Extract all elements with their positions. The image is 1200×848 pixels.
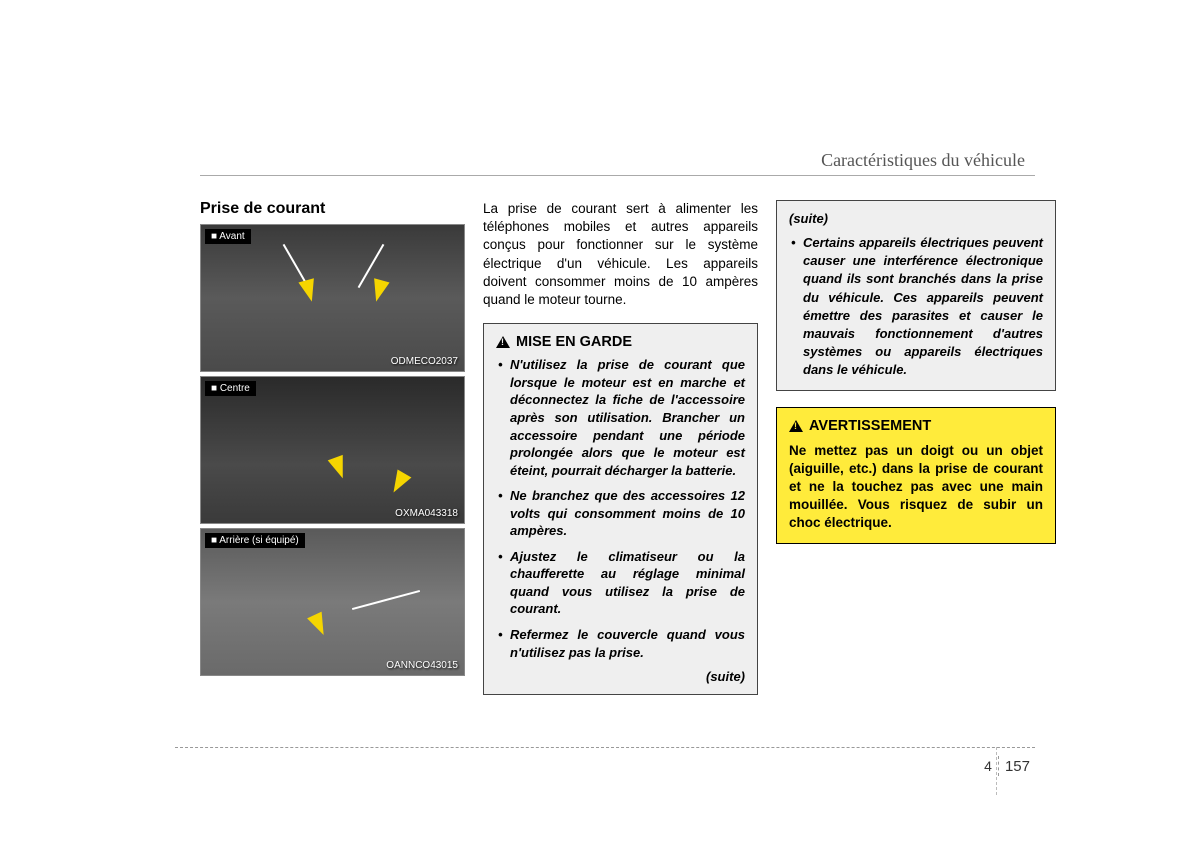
figure-rear-outlet: ■ Arrière (si équipé) OANNCO43015	[200, 528, 465, 676]
continued-label: (suite)	[496, 669, 745, 684]
chapter-number: 4	[984, 758, 992, 774]
figure-center-outlet: ■ Centre OXMA043318	[200, 376, 465, 524]
caution-item: Refermez le couvercle quand vous n'utili…	[496, 626, 745, 661]
figure-label: ■ Arrière (si équipé)	[205, 533, 305, 548]
caution-box: MISE EN GARDE N'utilisez la prise de cou…	[483, 323, 758, 695]
caution-item: Ne branchez que des accessoires 12 volts…	[496, 487, 745, 540]
caution-item: N'utilisez la prise de courant que lorsq…	[496, 356, 745, 479]
content-columns: Prise de courant ■ Avant ODMECO2037 ■ Ce…	[200, 200, 1045, 695]
footer-divider	[175, 747, 1035, 748]
caution-title: MISE EN GARDE	[496, 334, 745, 350]
callout-line	[352, 590, 420, 610]
arrow-icon	[298, 278, 319, 303]
figure-label: ■ Avant	[205, 229, 251, 244]
arrow-icon	[387, 469, 412, 496]
page-divider	[998, 756, 999, 776]
intro-text: La prise de courant sert à alimenter les…	[483, 200, 758, 309]
arrow-icon	[307, 612, 331, 639]
caution-item: Ajustez le climatiseur ou la chaufferett…	[496, 548, 745, 618]
caution-list: N'utilisez la prise de courant que lorsq…	[496, 356, 745, 661]
figure-code: ODMECO2037	[391, 356, 458, 367]
page-number-value: 157	[1005, 758, 1030, 775]
warning-triangle-icon	[789, 420, 803, 432]
warning-text: Ne mettez pas un doigt ou un objet (aigu…	[789, 442, 1043, 533]
warning-title-text: AVERTISSEMENT	[809, 418, 931, 434]
arrow-icon	[328, 455, 351, 481]
warning-title: AVERTISSEMENT	[789, 418, 1043, 434]
middle-column: La prise de courant sert à alimenter les…	[483, 200, 758, 695]
figure-label: ■ Centre	[205, 381, 256, 396]
continued-label: (suite)	[789, 211, 1043, 226]
continuation-box: (suite) Certains appareils électriques p…	[776, 200, 1056, 391]
continuation-item: Certains appareils électriques peuvent c…	[789, 234, 1043, 380]
figure-code: OANNCO43015	[386, 660, 458, 671]
section-title: Prise de courant	[200, 200, 465, 218]
warning-box: AVERTISSEMENT Ne mettez pas un doigt ou …	[776, 407, 1056, 544]
page-header: Caractéristiques du véhicule	[821, 150, 1025, 171]
page-number: 4 157	[984, 756, 1030, 776]
header-divider	[200, 175, 1035, 176]
caution-title-text: MISE EN GARDE	[516, 334, 632, 350]
figure-front-outlet: ■ Avant ODMECO2037	[200, 224, 465, 372]
left-column: Prise de courant ■ Avant ODMECO2037 ■ Ce…	[200, 200, 465, 695]
arrow-icon	[368, 278, 389, 303]
figure-code: OXMA043318	[395, 508, 458, 519]
warning-triangle-icon	[496, 336, 510, 348]
right-column: (suite) Certains appareils électriques p…	[776, 200, 1056, 695]
